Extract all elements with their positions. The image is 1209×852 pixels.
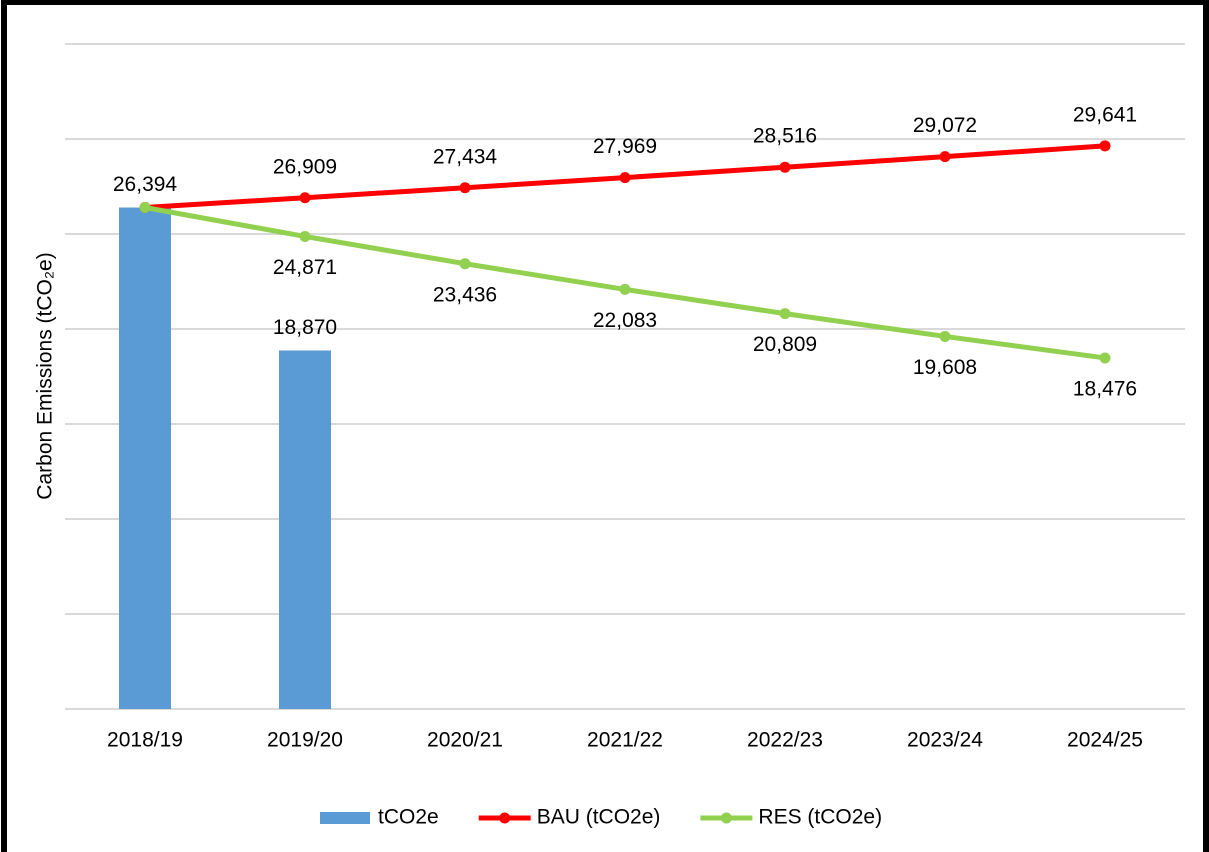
- marker: [459, 258, 471, 270]
- data-label: 23,436: [433, 283, 497, 306]
- data-label: 18,476: [1073, 378, 1137, 401]
- legend-swatch: [320, 812, 370, 824]
- legend-marker: [720, 812, 732, 824]
- marker: [299, 230, 311, 242]
- bar: [119, 207, 171, 709]
- data-label: 26,394: [113, 173, 178, 196]
- x-tick-label: 2023/24: [907, 729, 983, 752]
- marker: [299, 192, 311, 204]
- legend-label: BAU (tCO2e): [537, 806, 661, 829]
- marker: [619, 283, 631, 295]
- marker: [779, 308, 791, 320]
- x-tick-label: 2018/19: [107, 729, 183, 752]
- bar: [279, 350, 331, 709]
- x-tick-label: 2022/23: [747, 729, 823, 752]
- data-label: 26,909: [273, 155, 337, 178]
- data-label: 27,969: [593, 135, 657, 158]
- data-label: 19,608: [913, 356, 977, 379]
- data-label: 24,871: [273, 256, 337, 279]
- marker: [939, 330, 951, 342]
- marker: [939, 151, 951, 163]
- x-tick-label: 2020/21: [427, 729, 503, 752]
- data-label: 28,516: [753, 125, 817, 148]
- legend-label: tCO2e: [378, 806, 439, 829]
- data-label: 29,072: [913, 114, 977, 137]
- x-tick-label: 2019/20: [267, 729, 343, 752]
- data-label: 29,641: [1073, 103, 1137, 126]
- marker: [619, 172, 631, 184]
- marker: [459, 182, 471, 194]
- x-tick-label: 2021/22: [587, 729, 663, 752]
- legend-marker: [499, 812, 511, 824]
- data-label: 20,809: [753, 333, 817, 356]
- data-label: 22,083: [593, 309, 657, 332]
- marker: [1099, 352, 1111, 364]
- marker: [139, 202, 151, 214]
- data-label: 27,434: [433, 145, 498, 168]
- marker: [1099, 140, 1111, 152]
- y-axis-label: Carbon Emissions (tCO₂e): [34, 252, 57, 499]
- data-label: 18,870: [273, 316, 337, 339]
- legend-label: RES (tCO2e): [758, 806, 882, 829]
- marker: [779, 161, 791, 173]
- x-tick-label: 2024/25: [1067, 729, 1143, 752]
